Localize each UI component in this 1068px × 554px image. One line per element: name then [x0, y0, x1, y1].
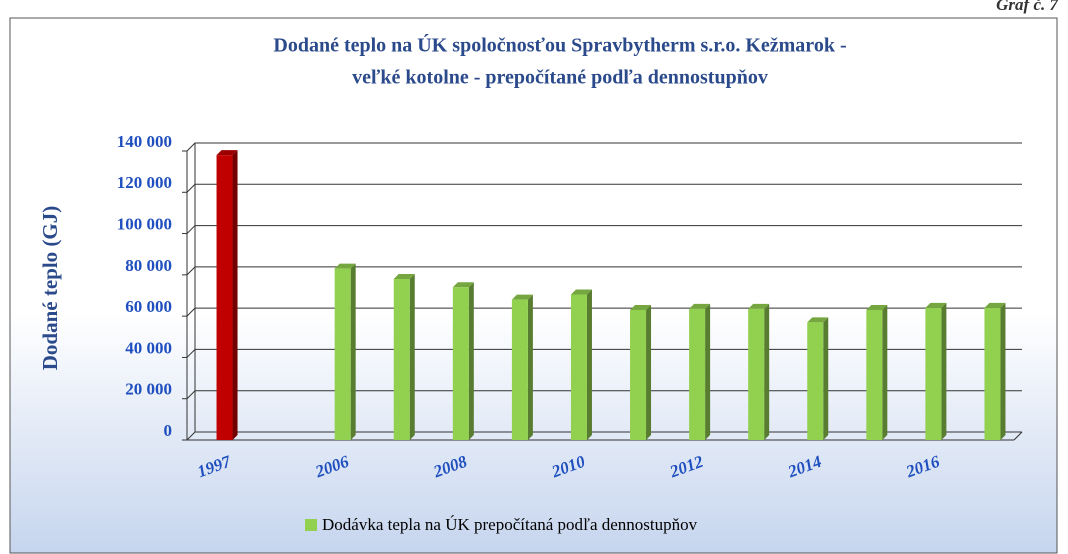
- bar-top: [511, 294, 533, 300]
- bar: [748, 308, 765, 440]
- bar: [216, 155, 233, 440]
- bar: [630, 309, 647, 440]
- chart-title: Dodané teplo na ÚK spoločnosťou Spravbyt…: [273, 33, 846, 57]
- y-tick-label: 40 000: [125, 338, 172, 357]
- legend-label: Dodávka tepla na ÚK prepočítaná podľa de…: [322, 515, 698, 534]
- bar-side: [705, 303, 711, 440]
- y-tick-label: 20 000: [125, 380, 172, 399]
- bar: [807, 322, 824, 440]
- bar-top: [334, 263, 356, 269]
- y-tick-label: 100 000: [117, 214, 172, 233]
- bar-side: [350, 263, 356, 440]
- y-axis-label: Dodané teplo (GJ): [38, 206, 62, 371]
- bar: [570, 294, 587, 440]
- y-tick-label: 140 000: [117, 132, 172, 151]
- bar-side: [468, 282, 474, 440]
- chart-frame: [9, 17, 1058, 554]
- bar-side: [232, 150, 238, 440]
- bar-top: [925, 302, 947, 308]
- bar-top: [216, 150, 238, 156]
- bar-top: [393, 273, 415, 279]
- y-tick-label: 0: [164, 421, 173, 440]
- bar: [334, 268, 351, 440]
- bar-side: [823, 317, 829, 440]
- bar-side: [527, 294, 533, 440]
- bar: [393, 278, 410, 440]
- bar-side: [1000, 302, 1006, 440]
- bar-side: [586, 289, 592, 440]
- bar-top: [807, 317, 829, 323]
- bar-side: [646, 304, 652, 440]
- bar-top: [689, 303, 711, 309]
- bar-top: [630, 304, 652, 310]
- bar-top: [984, 302, 1006, 308]
- bar: [452, 287, 469, 440]
- y-tick-label: 60 000: [125, 297, 172, 316]
- chart-subtitle: veľké kotolne - prepočítané podľa dennos…: [352, 67, 768, 89]
- bar-side: [941, 302, 947, 440]
- legend-swatch: [305, 519, 317, 531]
- bar: [511, 299, 528, 440]
- bar-side: [764, 303, 770, 440]
- annotation: Graf č. 7: [996, 0, 1059, 14]
- y-tick-label: 120 000: [117, 173, 172, 192]
- bar: [925, 307, 942, 440]
- bar-side: [882, 304, 888, 440]
- bar: [689, 308, 706, 440]
- bar: [984, 307, 1001, 440]
- bar-top: [452, 282, 474, 288]
- bar-top: [866, 304, 888, 310]
- bar-top: [570, 289, 592, 295]
- bar-top: [748, 303, 770, 309]
- x-axis-side: [1013, 431, 1023, 441]
- bar: [866, 309, 883, 440]
- bar-side: [409, 273, 415, 440]
- y-tick-label: 80 000: [125, 256, 172, 275]
